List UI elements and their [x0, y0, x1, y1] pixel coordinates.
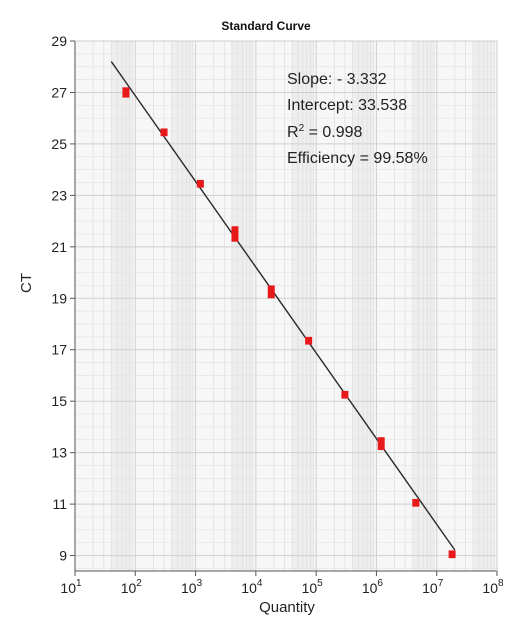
x-tick-label: 101: [60, 578, 82, 596]
efficiency-text: Efficiency = 99.58%: [287, 150, 428, 167]
x-axis-ticks: 101 102 103 104 105 106 107 108: [60, 571, 504, 596]
y-tick-label: 11: [52, 496, 67, 512]
slope-text: Slope: - 3.332: [287, 71, 387, 88]
data-point: [305, 336, 313, 345]
fit-line: [110, 61, 456, 551]
stats-annotation: Slope: - 3.332 Intercept: 33.538 R2 = 0.…: [287, 71, 428, 167]
x-tick-label: 108: [482, 578, 504, 596]
y-axis-ticks: 9 11 13 15 17 19 21 23 25 27 29: [51, 33, 75, 564]
x-axis-label: Quantity: [259, 599, 315, 616]
x-tick-label: 105: [302, 578, 324, 596]
y-tick-label: 25: [51, 136, 67, 152]
y-tick-label: 13: [51, 445, 67, 461]
y-tick-label: 19: [51, 290, 67, 306]
y-tick-label: 23: [51, 187, 67, 203]
data-point: [448, 550, 456, 559]
y-axis-label: CT: [18, 273, 35, 293]
data-point: [122, 87, 130, 98]
r-squared-value: = 0.998: [304, 124, 362, 141]
data-point: [341, 390, 349, 399]
data-point: [267, 285, 275, 299]
data-point: [231, 226, 239, 242]
r-squared-text: R2 = 0.998: [287, 123, 363, 141]
y-tick-label: 15: [51, 393, 67, 409]
y-tick-label: 17: [51, 342, 67, 358]
r-squared-prefix: R: [287, 124, 299, 141]
x-tick-label: 107: [422, 578, 444, 596]
x-tick-label: 104: [241, 578, 263, 596]
data-point: [160, 128, 168, 137]
grid-lines: [74, 40, 497, 571]
y-tick-label: 9: [59, 548, 67, 564]
y-tick-label: 21: [51, 239, 67, 255]
intercept-text: Intercept: 33.538: [287, 97, 407, 114]
r-squared-superscript: 2: [299, 123, 305, 134]
chart-title: Standard Curve: [221, 19, 311, 33]
data-point: [412, 498, 420, 507]
data-point: [196, 179, 204, 188]
x-tick-label: 103: [181, 578, 203, 596]
x-tick-label: 102: [121, 578, 143, 596]
data-point: [377, 437, 385, 451]
y-tick-label: 29: [51, 33, 67, 49]
axes: [74, 40, 498, 572]
x-tick-label: 106: [362, 578, 384, 596]
y-tick-label: 27: [51, 84, 67, 100]
regression-line: [110, 61, 456, 551]
data-points: [122, 87, 456, 559]
